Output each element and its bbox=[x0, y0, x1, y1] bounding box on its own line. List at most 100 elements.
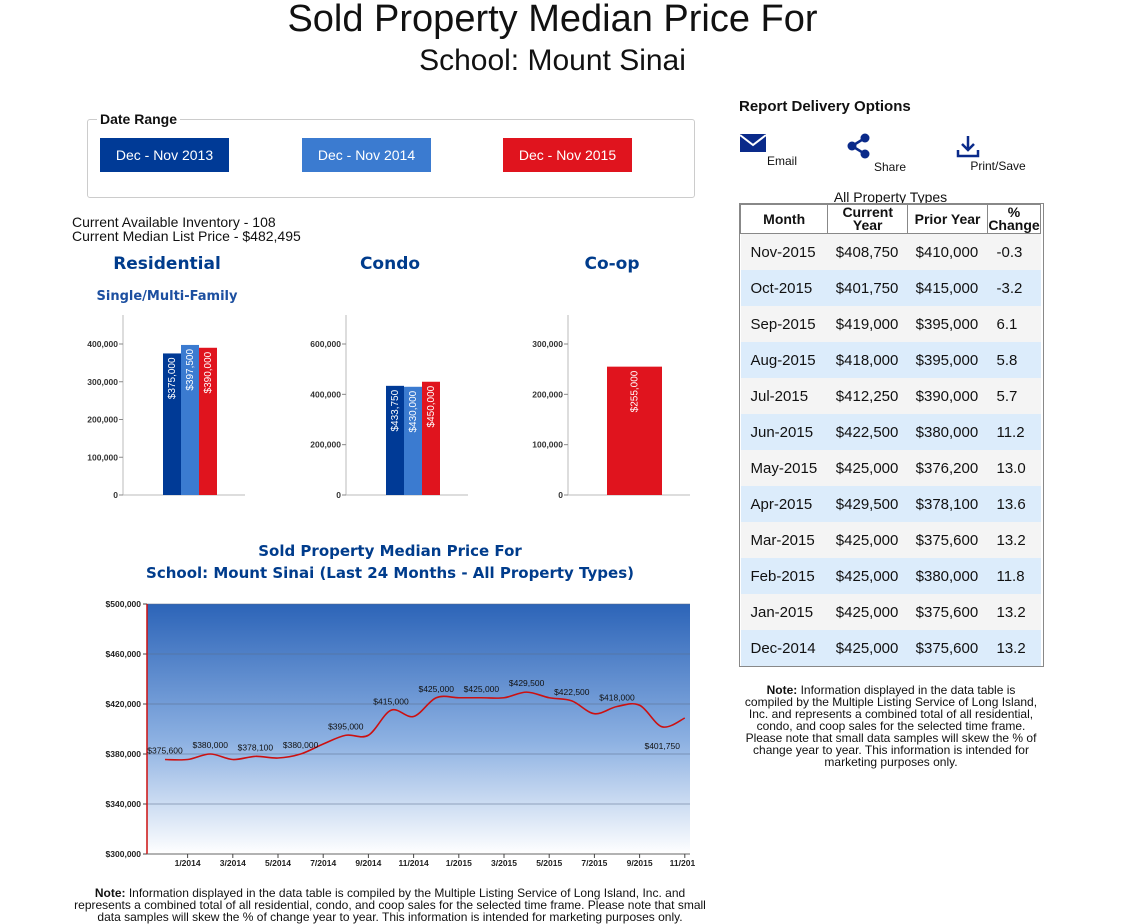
y-tick-label: 100,000 bbox=[532, 440, 563, 450]
y-tick-label: 400,000 bbox=[87, 339, 118, 349]
bar-value-label: $390,000 bbox=[203, 351, 214, 393]
table-cell-current-year: $425,000 bbox=[827, 558, 908, 594]
table-cell-month: Aug-2015 bbox=[740, 342, 828, 378]
table-cell-prior-year: $395,000 bbox=[907, 342, 988, 378]
bar-value-label: $255,000 bbox=[630, 370, 641, 412]
table-cell-prior-year: $375,600 bbox=[907, 522, 988, 558]
data-point-label: $378,100 bbox=[238, 742, 274, 752]
median-list-price: Current Median List Price - $482,495 bbox=[72, 228, 301, 244]
bottom-note: Note: Information displayed in the data … bbox=[70, 887, 710, 923]
email-icon-button[interactable] bbox=[738, 133, 768, 156]
table-note-text: Information displayed in the data table … bbox=[744, 683, 1038, 769]
table-row: Dec-2014 $425,000 $375,600 13.2 bbox=[740, 630, 1041, 666]
available-inventory: Current Available Inventory - 108 bbox=[72, 214, 276, 230]
table-cell-current-year: $425,000 bbox=[827, 594, 908, 630]
table-cell-month: Jan-2015 bbox=[740, 594, 828, 630]
table-cell-current-year: $419,000 bbox=[827, 306, 908, 342]
table-cell-change: 5.8 bbox=[987, 342, 1041, 378]
y-tick-label: 200,000 bbox=[532, 389, 563, 399]
data-point-label: $395,000 bbox=[328, 721, 364, 731]
table-cell-change: 13.2 bbox=[987, 522, 1041, 558]
x-tick-label: 3/2014 bbox=[220, 858, 246, 868]
y-tick-label: 100,000 bbox=[87, 452, 118, 462]
date-range-2014-button[interactable]: Dec - Nov 2014 bbox=[302, 138, 431, 172]
table-cell-change: 5.7 bbox=[987, 378, 1041, 414]
data-point-label: $401,750 bbox=[644, 741, 680, 751]
table-cell-month: May-2015 bbox=[740, 450, 828, 486]
table-cell-change: -0.3 bbox=[987, 233, 1041, 270]
page-subtitle: School: Mount Sinai bbox=[419, 44, 686, 77]
y-tick-label: 300,000 bbox=[87, 377, 118, 387]
table-cell-month: Jun-2015 bbox=[740, 414, 828, 450]
print-save-icon-button[interactable] bbox=[955, 134, 981, 163]
bar-value-label: $450,000 bbox=[426, 385, 437, 427]
date-range-2013-button[interactable]: Dec - Nov 2013 bbox=[100, 138, 229, 172]
series-line bbox=[164, 691, 686, 761]
data-point-label: $425,000 bbox=[418, 684, 454, 694]
y-tick-label: $380,000 bbox=[106, 749, 142, 759]
bar bbox=[163, 353, 181, 495]
table-cell-prior-year: $378,100 bbox=[907, 486, 988, 522]
table-cell-change: 13.6 bbox=[987, 486, 1041, 522]
line-chart-subtitle: School: Mount Sinai (Last 24 Months - Al… bbox=[146, 564, 634, 582]
table-cell-current-year: $425,000 bbox=[827, 450, 908, 486]
table-row: Apr-2015 $429,500 $378,100 13.6 bbox=[740, 486, 1041, 522]
page-title: Sold Property Median Price For bbox=[287, 0, 818, 40]
data-point-label: $380,000 bbox=[192, 740, 228, 750]
share-icon-button[interactable] bbox=[846, 133, 872, 162]
x-tick-label: 1/2015 bbox=[446, 858, 472, 868]
data-point-label: $418,000 bbox=[599, 693, 635, 703]
data-point-label: $375,600 bbox=[147, 746, 183, 756]
bottom-note-text: Information displayed in the data table … bbox=[74, 886, 706, 924]
x-tick-label: 9/2015 bbox=[627, 858, 653, 868]
line-chart-title: Sold Property Median Price For bbox=[258, 542, 522, 560]
bar bbox=[181, 344, 199, 495]
col-header-month: Month bbox=[739, 204, 829, 234]
data-point-label: $425,000 bbox=[464, 684, 500, 694]
x-tick-label: 11/2014 bbox=[398, 858, 429, 868]
table-cell-month: Dec-2014 bbox=[740, 630, 828, 666]
print-save-label[interactable]: Print/Save bbox=[970, 159, 1026, 173]
table-row: Sep-2015 $419,000 $395,000 6.1 bbox=[740, 306, 1041, 342]
share-icon bbox=[847, 133, 870, 159]
date-range-legend: Date Range bbox=[97, 111, 181, 127]
x-tick-label: 5/2015 bbox=[536, 858, 562, 868]
data-point-label: $415,000 bbox=[373, 696, 409, 706]
share-label[interactable]: Share bbox=[873, 160, 907, 174]
table-cell-current-year: $425,000 bbox=[827, 522, 908, 558]
y-tick-label: 0 bbox=[336, 490, 341, 500]
table-cell-prior-year: $380,000 bbox=[907, 414, 988, 450]
col-header-current-line2: Year bbox=[852, 217, 883, 233]
table-row: Oct-2015 $401,750 $415,000 -3.2 bbox=[740, 270, 1041, 306]
table-cell-prior-year: $410,000 bbox=[907, 233, 988, 270]
table-row: Jan-2015 $425,000 $375,600 13.2 bbox=[740, 594, 1041, 630]
table-cell-current-year: $412,250 bbox=[827, 378, 908, 414]
table-note: Note: Information displayed in the data … bbox=[742, 684, 1040, 768]
date-range-2015-button[interactable]: Dec - Nov 2015 bbox=[503, 138, 632, 172]
median-price-line-chart: $300,000 $340,000 $380,000 $420,000 $460,000… bbox=[106, 599, 695, 868]
table-cell-current-year: $425,000 bbox=[827, 630, 908, 666]
condo-heading: Condo bbox=[359, 254, 421, 274]
residential-heading: Residential bbox=[113, 254, 221, 274]
table-caption: All Property Types bbox=[833, 189, 948, 205]
residential-subheading: Single/Multi-Family bbox=[96, 289, 238, 304]
col-header-current-year: Current Year bbox=[827, 204, 909, 234]
y-tick-label: $340,000 bbox=[106, 799, 142, 809]
y-tick-label: $460,000 bbox=[106, 649, 142, 659]
x-tick-label: 7/2015 bbox=[581, 858, 607, 868]
email-label[interactable]: Email bbox=[766, 154, 797, 168]
table-cell-current-year: $408,750 bbox=[827, 233, 908, 270]
table-cell-current-year: $401,750 bbox=[827, 270, 908, 306]
data-point-label: $380,000 bbox=[283, 740, 319, 750]
y-tick-label: $420,000 bbox=[106, 699, 142, 709]
bottom-note-label: Note: bbox=[94, 886, 126, 900]
bar bbox=[607, 366, 662, 495]
table-cell-change: 13.0 bbox=[987, 450, 1041, 486]
table-row: Nov-2015 $408,750 $410,000 -0.3 bbox=[740, 233, 1041, 270]
table-cell-month: Nov-2015 bbox=[740, 233, 828, 270]
table-cell-month: Sep-2015 bbox=[740, 306, 828, 342]
x-tick-label: 11/2015 bbox=[670, 858, 695, 868]
table-row: Feb-2015 $425,000 $380,000 11.8 bbox=[740, 558, 1041, 594]
table-cell-prior-year: $380,000 bbox=[907, 558, 988, 594]
y-tick-label: 300,000 bbox=[532, 339, 563, 349]
